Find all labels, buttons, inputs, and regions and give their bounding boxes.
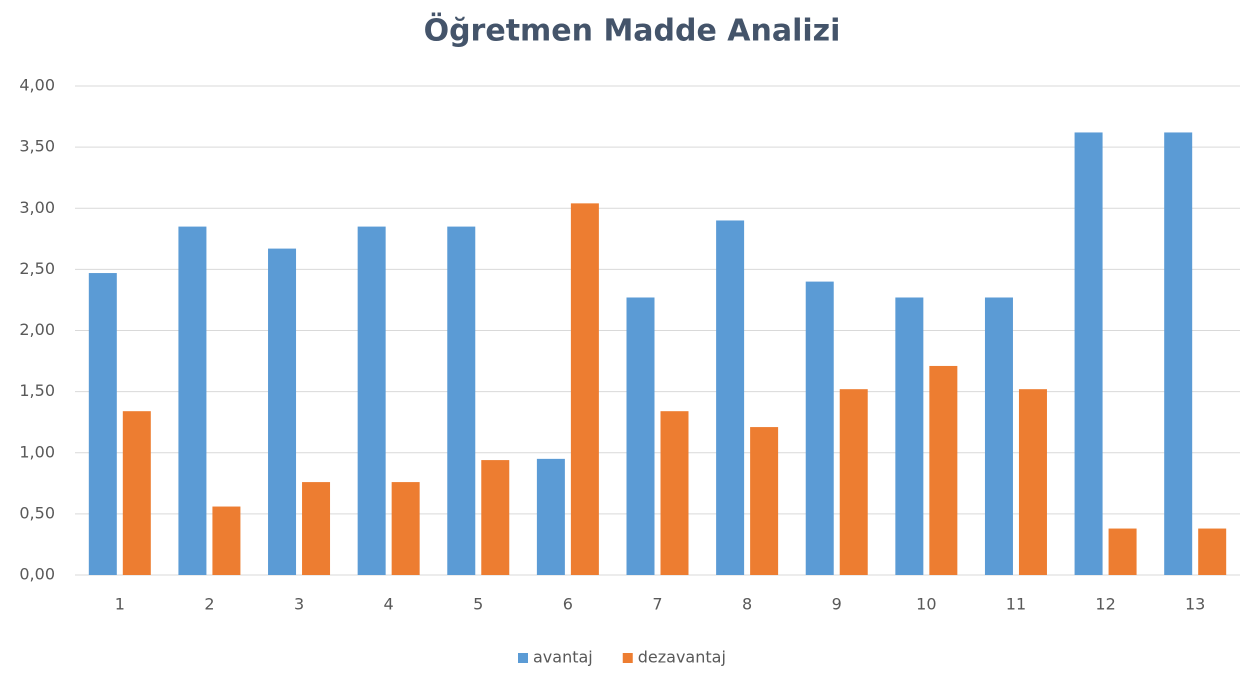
x-tick-label: 7 [652, 595, 662, 614]
legend-swatch [518, 653, 528, 663]
bar [536, 458, 565, 575]
bar [122, 411, 151, 575]
x-tick-label: 1 [115, 595, 125, 614]
bar [178, 226, 207, 575]
bar [391, 482, 420, 575]
x-tick-label: 9 [832, 595, 842, 614]
x-tick-label: 2 [204, 595, 214, 614]
x-tick-label: 4 [384, 595, 394, 614]
legend-label: dezavantaj [638, 648, 726, 667]
bar [984, 297, 1013, 575]
x-tick-label: 10 [916, 595, 936, 614]
bar [716, 220, 745, 575]
x-tick-label: 6 [563, 595, 573, 614]
y-tick-label: 0,50 [19, 503, 55, 522]
x-tick-label: 3 [294, 595, 304, 614]
x-tick-label: 12 [1095, 595, 1115, 614]
x-tick-label: 8 [742, 595, 752, 614]
bar [929, 365, 958, 575]
chart-title: Öğretmen Madde Analizi [424, 12, 841, 49]
x-tick-label: 5 [473, 595, 483, 614]
bar [268, 248, 297, 575]
y-tick-label: 1,50 [19, 381, 55, 400]
bar [1198, 528, 1227, 575]
y-tick-label: 2,00 [19, 320, 55, 339]
bar [357, 226, 386, 575]
bar [88, 273, 117, 575]
bar [750, 427, 779, 575]
bar [660, 411, 689, 575]
bar [839, 389, 868, 575]
y-tick-label: 4,00 [19, 76, 55, 95]
y-tick-label: 0,00 [19, 565, 55, 584]
y-tick-label: 3,50 [19, 137, 55, 156]
bar [1074, 132, 1103, 575]
bar [805, 281, 834, 575]
bar [895, 297, 924, 575]
x-tick-label: 11 [1006, 595, 1026, 614]
bar [626, 297, 655, 575]
bar [1164, 132, 1193, 575]
bar [1018, 389, 1047, 575]
x-tick-label: 13 [1185, 595, 1205, 614]
bar [481, 460, 510, 575]
bar [1108, 528, 1137, 575]
legend-label: avantaj [533, 648, 593, 667]
bar [302, 482, 331, 575]
bar [212, 506, 241, 575]
bar [447, 226, 476, 575]
y-tick-label: 3,00 [19, 198, 55, 217]
y-tick-label: 1,00 [19, 442, 55, 461]
bar [570, 203, 599, 576]
y-tick-label: 2,50 [19, 259, 55, 278]
legend-swatch [622, 653, 633, 663]
